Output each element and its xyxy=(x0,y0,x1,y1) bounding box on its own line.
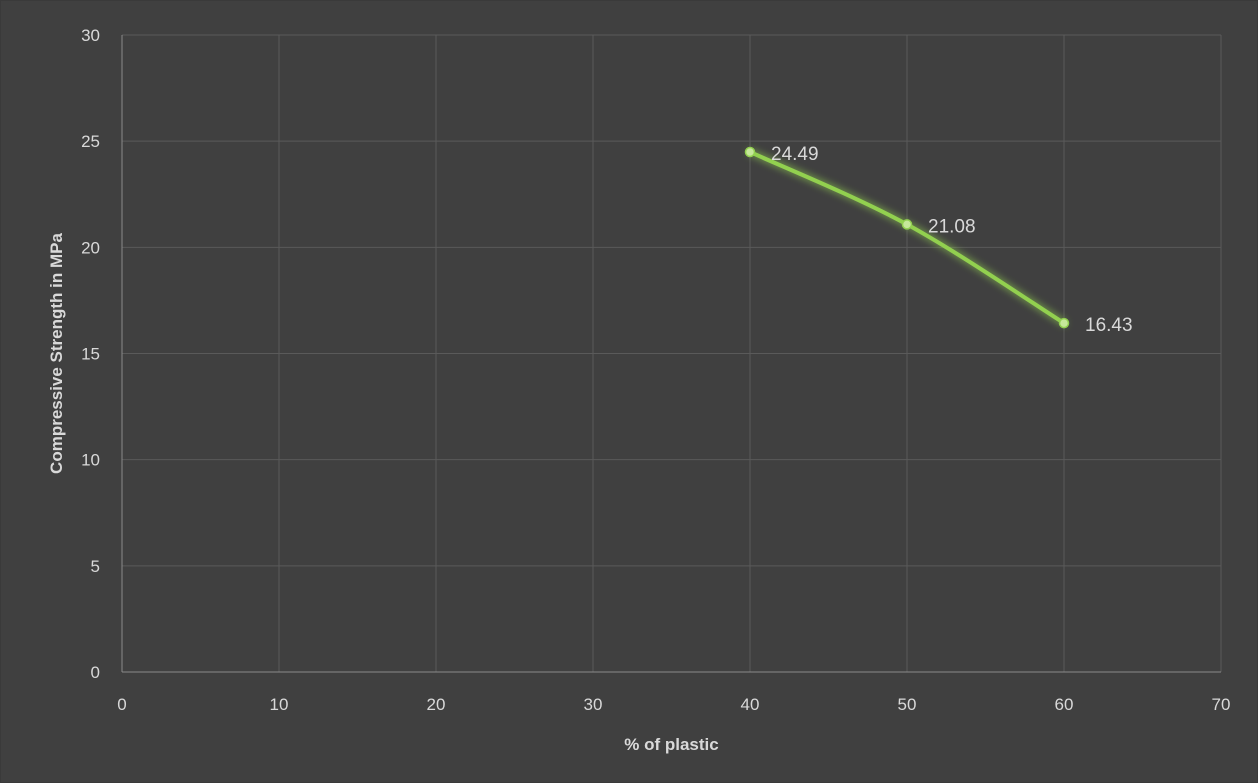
series-layer xyxy=(744,146,1070,329)
y-tick-label: 30 xyxy=(81,26,100,45)
x-tick-label: 30 xyxy=(584,695,603,714)
gridlines xyxy=(122,34,1222,672)
data-label: 21.08 xyxy=(928,216,976,237)
data-labels: 24.49 21.08 16.43 xyxy=(771,144,1133,336)
y-axis-title: Compressive Strength in MPa xyxy=(47,233,66,474)
x-tick-label: 0 xyxy=(117,695,126,714)
y-tick-label: 5 xyxy=(91,557,100,576)
data-label: 16.43 xyxy=(1085,315,1133,336)
x-tick-label: 20 xyxy=(427,695,446,714)
y-tick-label: 25 xyxy=(81,132,100,151)
y-tick-label: 10 xyxy=(81,451,100,470)
x-tick-label: 70 xyxy=(1212,695,1231,714)
x-tick-label: 50 xyxy=(898,695,917,714)
y-tick-label: 15 xyxy=(81,345,100,364)
data-label: 24.49 xyxy=(771,144,819,165)
axes: 0 5 10 15 20 25 30 0 10 20 30 40 50 60 70 xyxy=(81,26,1230,714)
x-axis-title: % of plastic xyxy=(624,735,718,754)
x-tick-label: 10 xyxy=(270,695,289,714)
y-tick-label: 20 xyxy=(81,238,100,257)
x-tick-label: 60 xyxy=(1055,695,1074,714)
x-tick-label: 40 xyxy=(741,695,760,714)
data-point xyxy=(744,146,756,158)
y-tick-label: 0 xyxy=(91,663,100,682)
data-point xyxy=(901,219,913,230)
data-point xyxy=(1058,317,1070,329)
